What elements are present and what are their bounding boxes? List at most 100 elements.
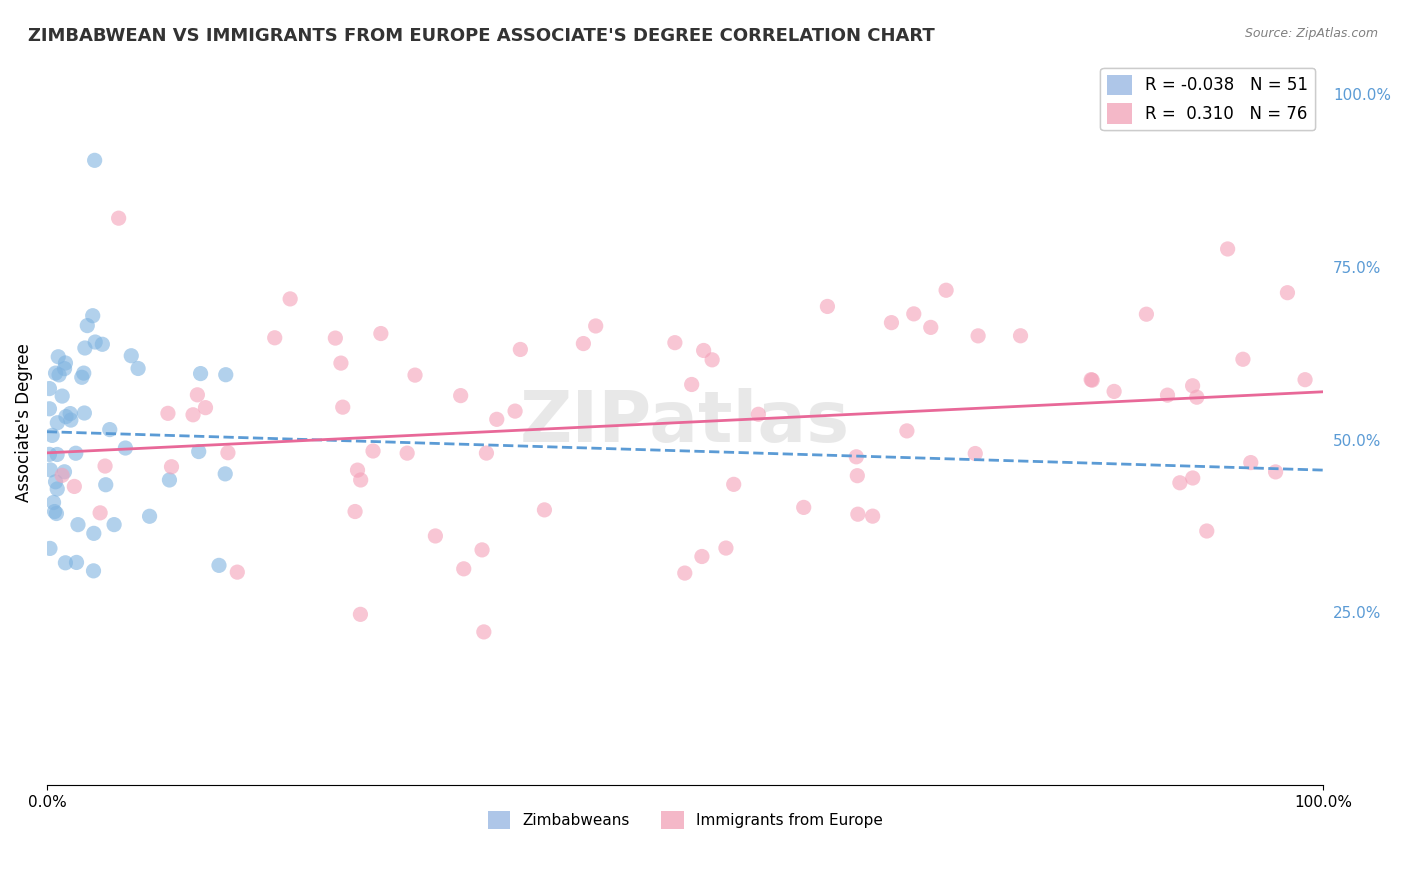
Zimbabweans [53,361,76,376]
Immigrants from Europe [156,406,179,420]
Zimbabweans [120,349,142,363]
Zimbabweans [73,366,96,380]
Zimbabweans [66,517,89,532]
Immigrants from Europe [1181,471,1204,485]
Zimbabweans [214,467,236,481]
Zimbabweans [55,556,77,570]
Immigrants from Europe [880,316,903,330]
Immigrants from Europe [1102,384,1125,399]
Zimbabweans [190,367,212,381]
Zimbabweans [45,507,67,521]
Zimbabweans [59,413,82,427]
Zimbabweans [39,463,62,477]
Immigrants from Europe [186,388,208,402]
Zimbabweans [159,473,181,487]
Immigrants from Europe [935,283,957,297]
Zimbabweans [187,444,209,458]
Immigrants from Europe [485,412,508,426]
Zimbabweans [44,504,66,518]
Immigrants from Europe [1195,524,1218,538]
Immigrants from Europe [370,326,392,341]
Immigrants from Europe [585,318,607,333]
Text: ZIMBABWEAN VS IMMIGRANTS FROM EUROPE ASSOCIATE'S DEGREE CORRELATION CHART: ZIMBABWEAN VS IMMIGRANTS FROM EUROPE ASS… [28,27,935,45]
Zimbabweans [46,447,69,461]
Y-axis label: Associate's Degree: Associate's Degree [15,343,32,502]
Immigrants from Europe [673,566,696,580]
Zimbabweans [208,558,231,573]
Immigrants from Europe [471,542,494,557]
Zimbabweans [73,406,96,420]
Zimbabweans [48,368,70,382]
Zimbabweans [70,370,93,384]
Immigrants from Europe [845,450,868,464]
Immigrants from Europe [1264,465,1286,479]
Immigrants from Europe [1277,285,1299,300]
Immigrants from Europe [903,307,925,321]
Zimbabweans [76,318,98,333]
Immigrants from Europe [1080,373,1102,387]
Immigrants from Europe [1240,456,1263,470]
Zimbabweans [138,509,160,524]
Zimbabweans [98,423,121,437]
Zimbabweans [38,382,60,396]
Immigrants from Europe [425,529,447,543]
Zimbabweans [73,341,96,355]
Immigrants from Europe [793,500,815,515]
Immigrants from Europe [94,458,117,473]
Immigrants from Europe [1168,475,1191,490]
Immigrants from Europe [967,329,990,343]
Immigrants from Europe [404,368,426,383]
Zimbabweans [65,446,87,460]
Text: Source: ZipAtlas.com: Source: ZipAtlas.com [1244,27,1378,40]
Immigrants from Europe [1216,242,1239,256]
Immigrants from Europe [194,401,217,415]
Immigrants from Europe [690,549,713,564]
Immigrants from Europe [533,503,555,517]
Legend: Zimbabweans, Immigrants from Europe: Zimbabweans, Immigrants from Europe [481,805,889,836]
Zimbabweans [127,361,149,376]
Zimbabweans [51,389,73,403]
Zimbabweans [82,309,104,323]
Immigrants from Europe [700,352,723,367]
Zimbabweans [103,517,125,532]
Immigrants from Europe [1294,373,1316,387]
Immigrants from Europe [664,335,686,350]
Zimbabweans [46,416,69,430]
Zimbabweans [83,153,105,168]
Immigrants from Europe [278,292,301,306]
Immigrants from Europe [181,408,204,422]
Immigrants from Europe [1185,390,1208,404]
Zimbabweans [55,356,77,370]
Zimbabweans [53,465,76,479]
Immigrants from Europe [217,446,239,460]
Immigrants from Europe [472,624,495,639]
Immigrants from Europe [681,377,703,392]
Immigrants from Europe [846,507,869,521]
Zimbabweans [83,564,105,578]
Immigrants from Europe [1156,388,1178,402]
Zimbabweans [46,482,69,496]
Zimbabweans [65,556,87,570]
Immigrants from Europe [325,331,347,345]
Zimbabweans [94,477,117,491]
Immigrants from Europe [846,468,869,483]
Immigrants from Europe [509,343,531,357]
Immigrants from Europe [263,331,285,345]
Immigrants from Europe [226,565,249,579]
Immigrants from Europe [475,446,498,460]
Zimbabweans [45,475,67,489]
Zimbabweans [83,526,105,541]
Immigrants from Europe [63,479,86,493]
Immigrants from Europe [332,400,354,414]
Immigrants from Europe [107,211,129,226]
Zimbabweans [38,447,60,461]
Immigrants from Europe [361,444,384,458]
Immigrants from Europe [346,463,368,477]
Immigrants from Europe [1232,352,1254,367]
Immigrants from Europe [1081,373,1104,387]
Text: ZIPatlas: ZIPatlas [520,388,851,457]
Immigrants from Europe [1010,328,1032,343]
Zimbabweans [84,334,107,349]
Immigrants from Europe [51,468,73,483]
Immigrants from Europe [349,607,371,622]
